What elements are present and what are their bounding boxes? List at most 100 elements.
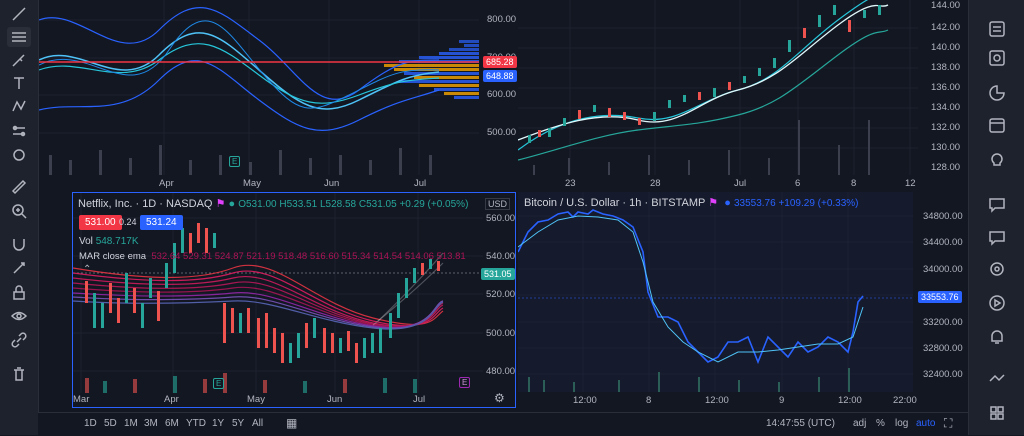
exchange-label: BITSTAMP <box>651 197 706 209</box>
price-label: 144.00 <box>931 0 961 11</box>
netflix-chart-panel[interactable]: Netflix, Inc. · 1D · NASDAQ ⚑ ● O531.00 … <box>72 192 516 408</box>
notifications-icon[interactable] <box>985 326 1009 348</box>
top-left-chart-panel[interactable]: E 800.00 700.00 600.00 500.00 685.28 648… <box>39 0 517 190</box>
btc-chart-panel[interactable]: Bitcoin / U.S. Dollar · 1h · BITSTAMP ⚑ … <box>518 192 968 408</box>
bottom-toolbar: 1D 5D 1M 3M 6M YTD 1Y 5Y All ▦ 14:47:55 … <box>38 412 968 436</box>
data-window-icon[interactable] <box>985 82 1009 104</box>
range-all[interactable]: All <box>252 418 264 429</box>
grid-icon[interactable] <box>985 402 1009 424</box>
time-label: Jun <box>327 394 343 405</box>
price-label: 34400.00 <box>923 237 963 248</box>
settings-gear-icon[interactable]: ⚙ <box>494 391 505 405</box>
time-label: 23 <box>565 178 576 189</box>
link-icon[interactable] <box>7 330 31 350</box>
eye-icon[interactable] <box>7 306 31 326</box>
range-1d[interactable]: 1D <box>84 418 97 429</box>
range-1m[interactable]: 1M <box>124 418 138 429</box>
brush-icon[interactable] <box>7 50 31 70</box>
collapse-legend-icon[interactable]: ⌃ <box>83 264 92 275</box>
percent-toggle[interactable]: % <box>876 418 885 429</box>
adj-toggle[interactable]: adj <box>853 418 867 429</box>
range-6m[interactable]: 6M <box>165 418 179 429</box>
fullscreen-icon[interactable]: ⛶ <box>944 416 953 430</box>
sell-button[interactable]: 531.00 <box>79 215 122 230</box>
date-range-icon[interactable]: ▦ <box>286 416 298 430</box>
lock-icon[interactable] <box>7 283 31 303</box>
earnings-badge[interactable]: E <box>229 156 241 167</box>
price-label: 33200.00 <box>923 317 963 328</box>
price-tag-blue: 648.88 <box>483 70 517 82</box>
live-icon[interactable] <box>985 292 1009 314</box>
messages-icon[interactable] <box>985 226 1009 248</box>
buy-button[interactable]: 531.24 <box>140 215 183 230</box>
text-icon[interactable] <box>7 73 31 93</box>
exchange-label: NASDAQ <box>166 198 213 210</box>
shapes-icon[interactable] <box>7 145 31 165</box>
auto-toggle[interactable]: auto <box>916 418 936 429</box>
symbol-title[interactable]: Netflix, Inc. · 1D · NASDAQ ⚑ ● O531.00 … <box>78 198 469 210</box>
range-3m[interactable]: 3M <box>144 418 158 429</box>
price-label: 480.00 <box>486 366 516 377</box>
calendar-icon[interactable] <box>985 114 1009 136</box>
spread-label: 0.24 <box>119 217 137 227</box>
time-label: 8 <box>851 178 857 189</box>
earnings-badge[interactable]: E <box>213 378 225 389</box>
price-label: 34000.00 <box>923 264 963 275</box>
stay-drawing-icon[interactable] <box>7 258 31 278</box>
magnet-icon[interactable] <box>7 234 31 254</box>
time-label: 6 <box>795 178 801 189</box>
interval-label: 1D <box>142 198 157 210</box>
price-label: 560.00 <box>486 213 516 224</box>
ruler-icon[interactable] <box>7 177 31 197</box>
pattern-icon[interactable] <box>7 96 31 116</box>
price-label: 500.00 <box>487 127 517 138</box>
market-open-icon: ● <box>228 198 236 210</box>
time-label: 12 <box>905 178 916 189</box>
price-label: 32800.00 <box>923 343 963 354</box>
range-5y[interactable]: 5Y <box>232 418 245 429</box>
symbol-name: Netflix, Inc. <box>78 198 133 210</box>
mar-legend[interactable]: MAR close ema 532.64 529.31 524.87 521.1… <box>79 251 466 262</box>
chats-icon[interactable] <box>985 194 1009 216</box>
top-right-chart-panel[interactable]: 144.00 142.00 140.00 138.00 136.00 134.0… <box>518 0 968 190</box>
watchlist-icon[interactable] <box>985 18 1009 40</box>
time-label: 12:00 <box>573 395 597 406</box>
market-open-icon: ● <box>724 197 731 209</box>
trend-icon[interactable] <box>985 368 1009 390</box>
vol-value: 548.717K <box>95 236 139 247</box>
flag-icon[interactable]: ⚑ <box>215 198 226 210</box>
top-left-chart-canvas[interactable] <box>39 0 517 190</box>
price-tag-red: 685.28 <box>483 56 517 68</box>
vol-label: Vol <box>79 236 93 247</box>
range-5d[interactable]: 5D <box>104 418 117 429</box>
range-1y[interactable]: 1Y <box>212 418 225 429</box>
price-label: 34800.00 <box>923 211 963 222</box>
streams-icon[interactable] <box>985 258 1009 280</box>
last-price-tag: 531.05 <box>481 268 515 280</box>
trash-icon[interactable] <box>7 364 31 384</box>
prediction-icon[interactable] <box>7 121 31 141</box>
btc-symbol-title[interactable]: Bitcoin / U.S. Dollar · 1h · BITSTAMP ⚑ … <box>524 197 859 209</box>
price-label: 130.00 <box>931 142 961 153</box>
clock-time[interactable]: 14:47:55 (UTC) <box>766 418 835 429</box>
trend-line-icon[interactable] <box>7 4 31 24</box>
top-right-chart-canvas[interactable] <box>518 0 968 190</box>
time-label: 28 <box>650 178 661 189</box>
range-ytd[interactable]: YTD <box>186 418 206 429</box>
flag-icon[interactable]: ⚑ <box>708 197 719 209</box>
log-toggle[interactable]: log <box>895 418 909 429</box>
alerts-icon[interactable] <box>985 47 1009 69</box>
fib-retracement-icon[interactable] <box>7 27 31 47</box>
volume-legend[interactable]: Vol 548.717K <box>79 236 139 247</box>
btc-chart-canvas[interactable] <box>518 192 968 408</box>
symbol-name: Bitcoin / U.S. Dollar <box>524 197 620 209</box>
price-label: 136.00 <box>931 82 961 93</box>
zoom-in-icon[interactable] <box>7 201 31 221</box>
price-label: 600.00 <box>487 89 517 100</box>
price-label: 540.00 <box>486 251 516 262</box>
currency-selector[interactable]: USD <box>485 198 511 210</box>
drawing-toolbar <box>0 0 39 435</box>
earnings-badge[interactable]: E <box>459 377 471 388</box>
price-label: 142.00 <box>931 22 961 33</box>
ideas-icon[interactable] <box>985 148 1009 170</box>
